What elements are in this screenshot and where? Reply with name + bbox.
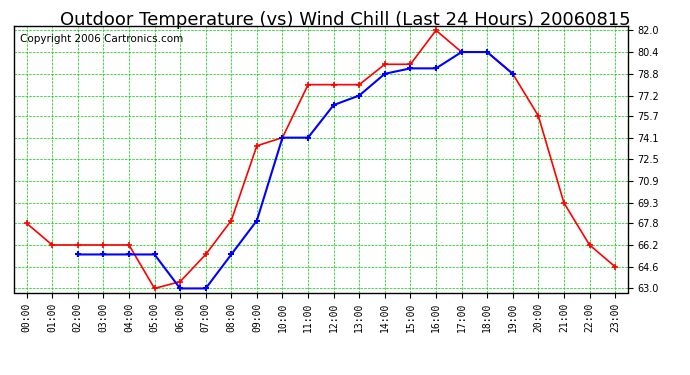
Text: Outdoor Temperature (vs) Wind Chill (Last 24 Hours) 20060815: Outdoor Temperature (vs) Wind Chill (Las… [60,11,630,29]
Text: Copyright 2006 Cartronics.com: Copyright 2006 Cartronics.com [20,34,183,44]
